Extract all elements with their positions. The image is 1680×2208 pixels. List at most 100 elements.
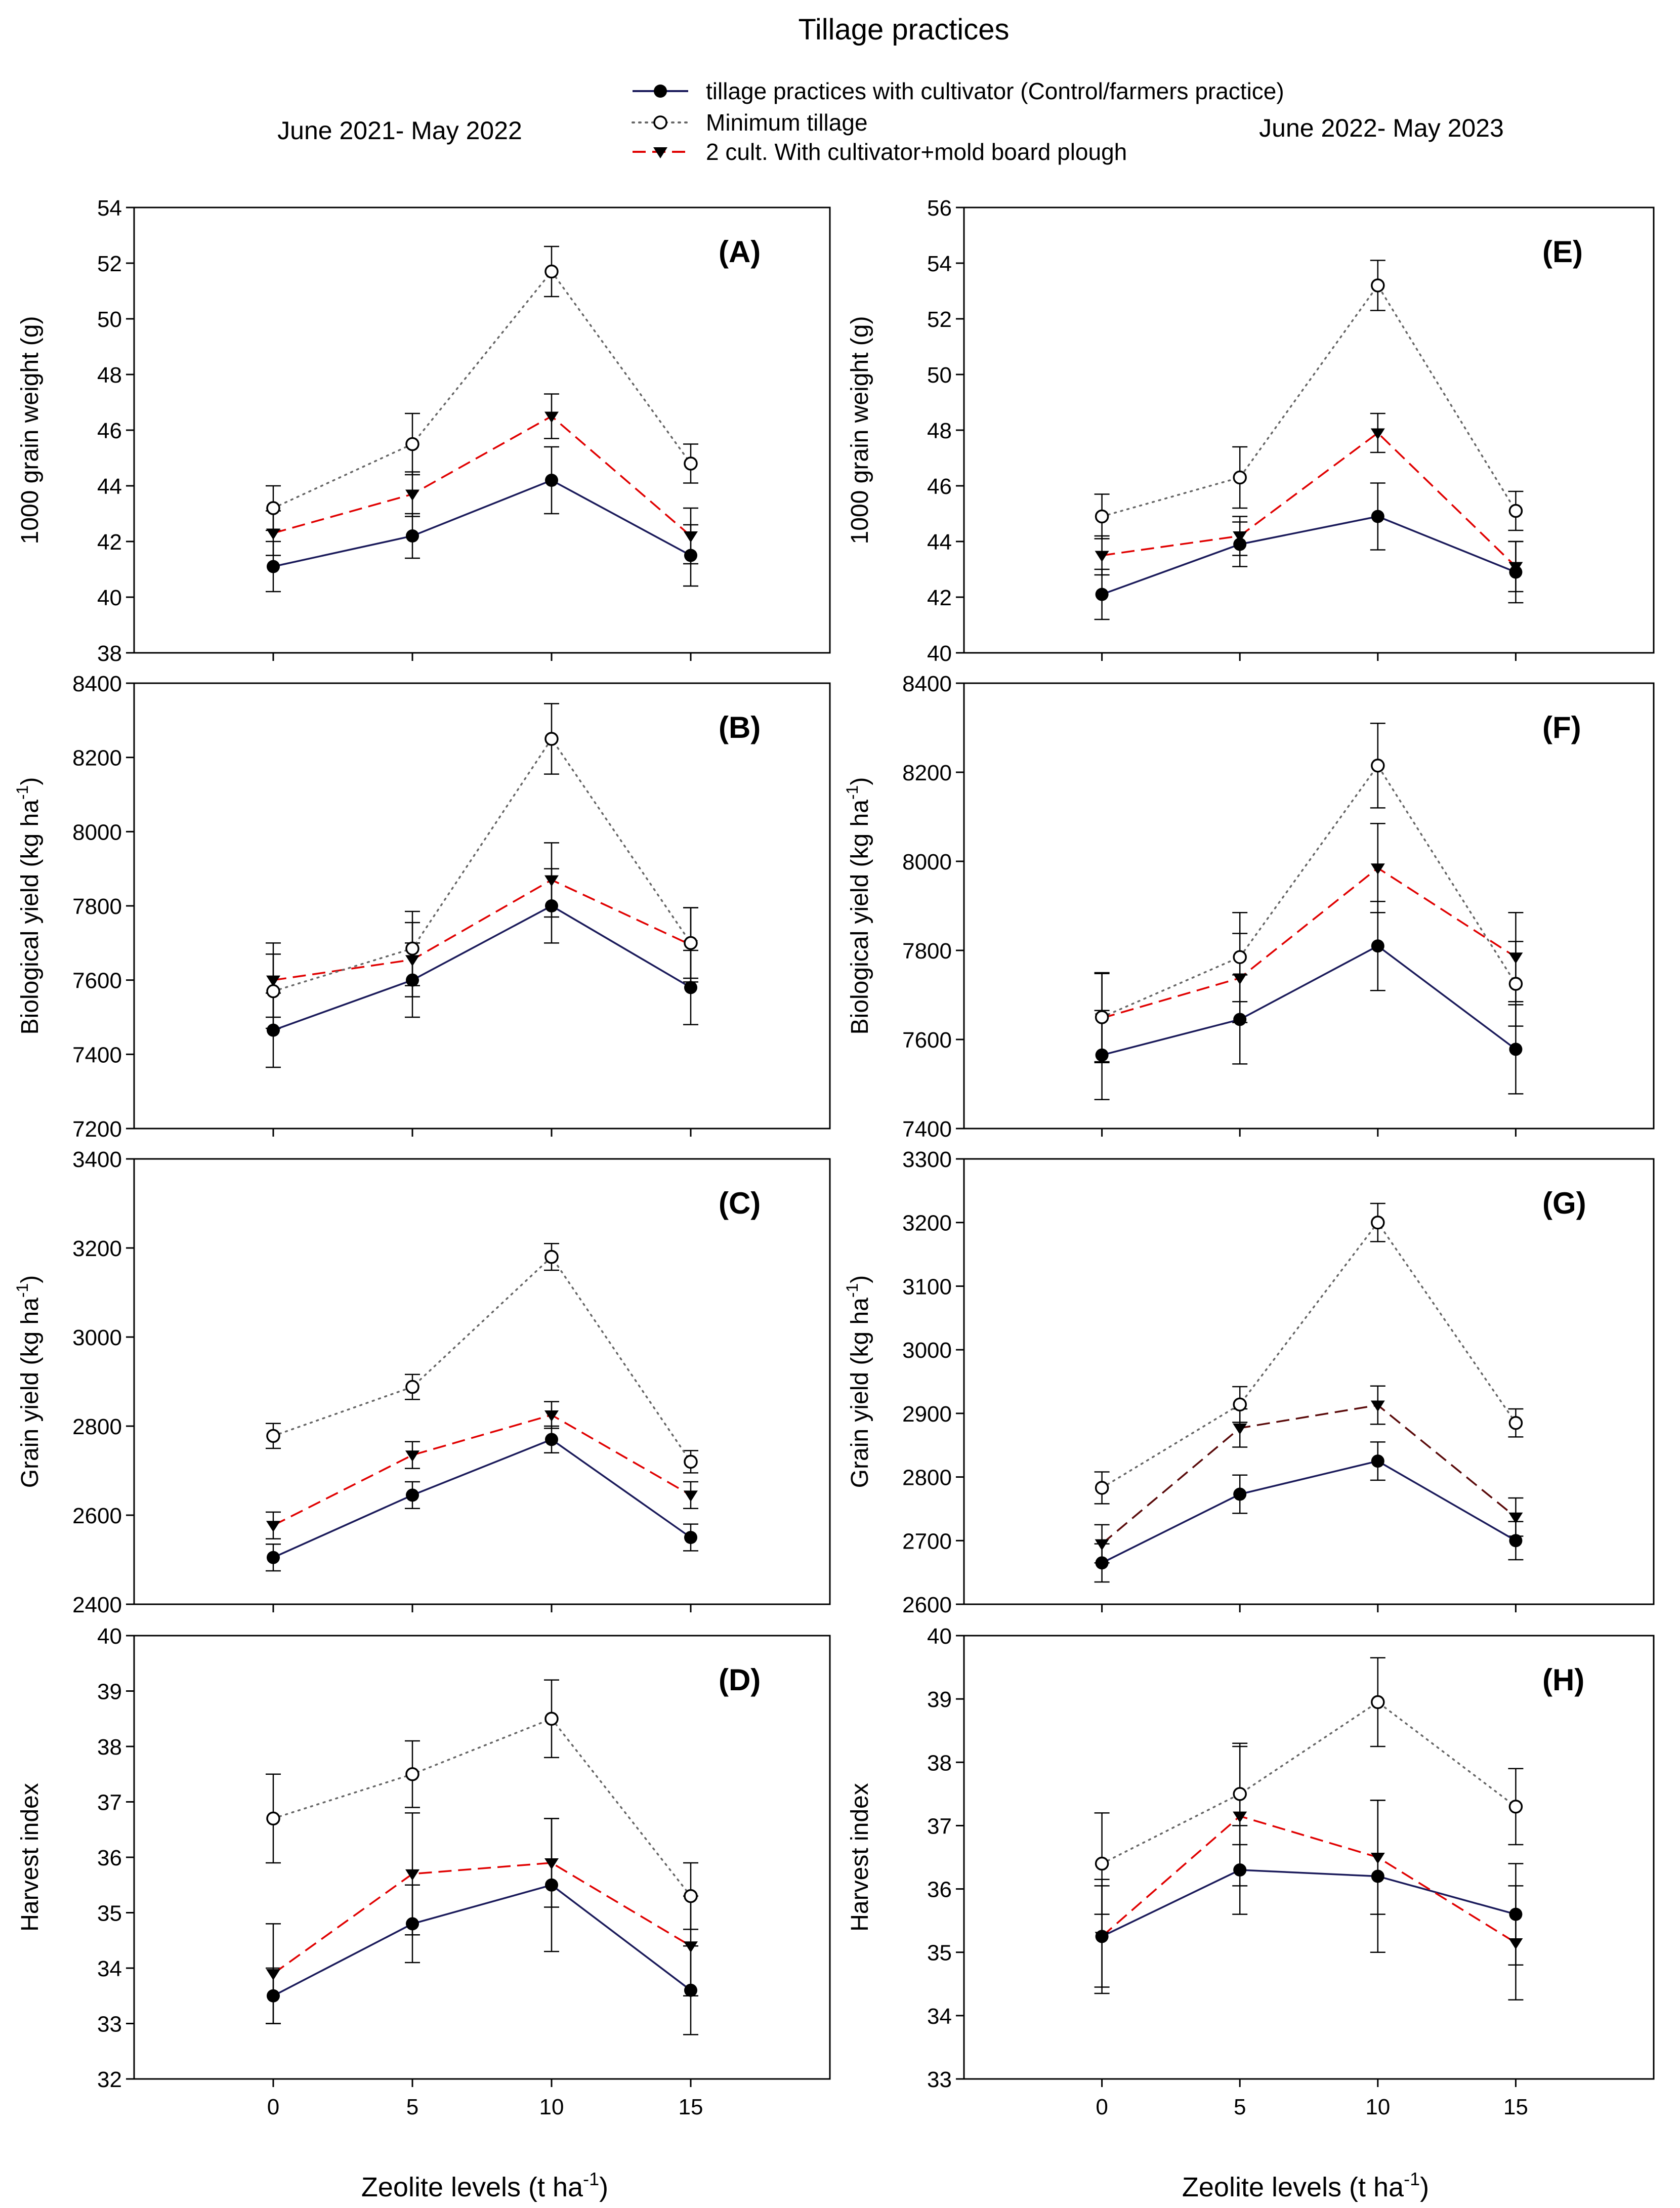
data-point <box>1233 1487 1247 1501</box>
y-axis-title: 1000 grain weight (g) <box>17 316 44 545</box>
y-tick-label: 8000 <box>72 820 122 845</box>
data-point <box>1095 1481 1109 1495</box>
x-tick-label: 0 <box>1096 2095 1108 2119</box>
y-axis-title: Biological yield (kg ha-1) <box>843 777 873 1035</box>
y-axis-title: Grain yield (kg ha-1) <box>843 1275 873 1488</box>
y-tick-label: 54 <box>97 196 122 221</box>
x-axis-title-left: Zeolite levels (t ha-1) <box>361 2169 608 2202</box>
series-line <box>1101 283 1517 518</box>
data-point <box>545 474 558 487</box>
y-tick-label: 44 <box>927 530 952 555</box>
data-point <box>266 1521 280 1532</box>
data-point <box>1371 278 1385 293</box>
data-point <box>1233 1423 1247 1435</box>
legend-marker-control <box>654 85 667 98</box>
y-tick-label: 3200 <box>902 1211 952 1236</box>
y-tick-label: 3300 <box>902 1147 952 1172</box>
y-tick-label: 2800 <box>902 1466 952 1490</box>
y-tick-label: 3100 <box>902 1274 952 1299</box>
data-point <box>1509 1534 1523 1548</box>
y-tick-label: 42 <box>97 530 122 555</box>
series-line <box>272 1255 692 1463</box>
data-point <box>1233 950 1247 964</box>
panel-h: 33 34 35 36 37 38 39 40 0 5 10 15 Harvest index (H) <box>847 1624 1655 2119</box>
y-axis-title-close: ) <box>17 777 44 785</box>
data-point <box>1371 759 1385 773</box>
data-point <box>544 264 559 279</box>
legend-marker-two-cult-plough <box>653 147 667 158</box>
panel-f: 7400 7600 7800 8000 8200 8400 Biological yield… <box>843 672 1655 1142</box>
x-axis-title-right: Zeolite levels (t ha-1) <box>1182 2169 1429 2202</box>
data-point <box>266 975 280 987</box>
y-tick-label: 38 <box>97 1735 122 1760</box>
panel-label: (B) <box>719 711 761 744</box>
data-point <box>1095 509 1109 524</box>
data-point <box>266 528 280 540</box>
y-axis-title-main: Biological yield (kg ha <box>847 800 873 1035</box>
data-point <box>1509 1043 1523 1056</box>
y-tick-label: 8400 <box>72 672 122 696</box>
y-tick-label: 8200 <box>902 761 952 785</box>
data-point <box>1508 1800 1523 1814</box>
data-point <box>1508 562 1523 573</box>
y-tick-label: 7400 <box>902 1117 952 1142</box>
y-tick-label: 52 <box>927 307 952 332</box>
data-point <box>1371 510 1384 523</box>
series-line <box>273 904 691 1031</box>
data-point <box>684 549 697 562</box>
panel-d: 32 33 34 35 36 37 38 39 40 0 5 10 15 Harvest index (D) <box>17 1624 831 2119</box>
data-point <box>405 955 419 967</box>
series-line <box>272 737 692 992</box>
series-line <box>1102 867 1517 1019</box>
y-tick-label: 2600 <box>72 1504 122 1528</box>
data-point <box>545 1433 558 1446</box>
panel-g: 2600 2700 2800 2900 3000 3100 3200 3300 Grain yi… <box>843 1147 1655 1617</box>
data-point <box>544 1249 559 1264</box>
y-axis-title-close: ) <box>17 1275 44 1283</box>
panel-b: 7200 7400 7600 7800 8000 8200 8400 Biological y… <box>13 672 831 1142</box>
data-point <box>544 875 559 887</box>
plot-frame <box>963 682 1655 1130</box>
data-point <box>1233 1397 1247 1412</box>
series-line <box>1101 1404 1517 1545</box>
data-point <box>1233 1787 1247 1801</box>
data-point <box>266 984 280 998</box>
y-tick-label: 54 <box>927 252 952 276</box>
y-axis-title-main: Grain yield (kg ha <box>847 1298 873 1488</box>
data-point <box>684 531 698 543</box>
y-axis-title-sup: -1 <box>13 785 31 800</box>
y-tick-label: 8200 <box>72 746 122 771</box>
y-tick-label: 8000 <box>902 850 952 874</box>
y-axis-title-sup: -1 <box>843 785 861 800</box>
data-point <box>1370 428 1385 440</box>
x-tick-label: 15 <box>679 2095 703 2119</box>
y-tick-label: 38 <box>97 641 122 666</box>
data-point <box>1233 1811 1247 1823</box>
data-point <box>405 1380 419 1394</box>
data-point <box>405 489 419 501</box>
data-point <box>1508 952 1523 964</box>
data-point <box>545 1878 558 1892</box>
y-tick-label: 52 <box>97 252 122 276</box>
series-line <box>273 479 691 568</box>
panel-e: 40 42 44 46 48 50 52 54 56 1000 grain weight (g) (… <box>847 196 1655 666</box>
y-tick-label: 48 <box>927 419 952 443</box>
series-line <box>1102 515 1517 596</box>
series-line <box>273 1884 692 1997</box>
y-tick-label: 32 <box>97 2067 122 2092</box>
y-tick-label: 7600 <box>902 1028 952 1053</box>
panel-label: (G) <box>1542 1186 1586 1220</box>
y-tick-label: 37 <box>97 1790 122 1815</box>
legend: tillage practices with cultivator (Contr… <box>632 78 1284 165</box>
data-point <box>684 1983 697 1997</box>
legend-entry-minimum-tillage: Minimum tillage <box>632 109 868 136</box>
data-point <box>1233 1863 1247 1877</box>
x-tick-label: 10 <box>1365 2095 1390 2119</box>
data-point <box>1233 531 1247 543</box>
series-line <box>1101 1701 1517 1865</box>
x-tick-label: 5 <box>1234 2095 1246 2119</box>
data-point <box>266 1969 280 1980</box>
data-point <box>406 973 419 987</box>
series-line <box>272 1718 692 1897</box>
